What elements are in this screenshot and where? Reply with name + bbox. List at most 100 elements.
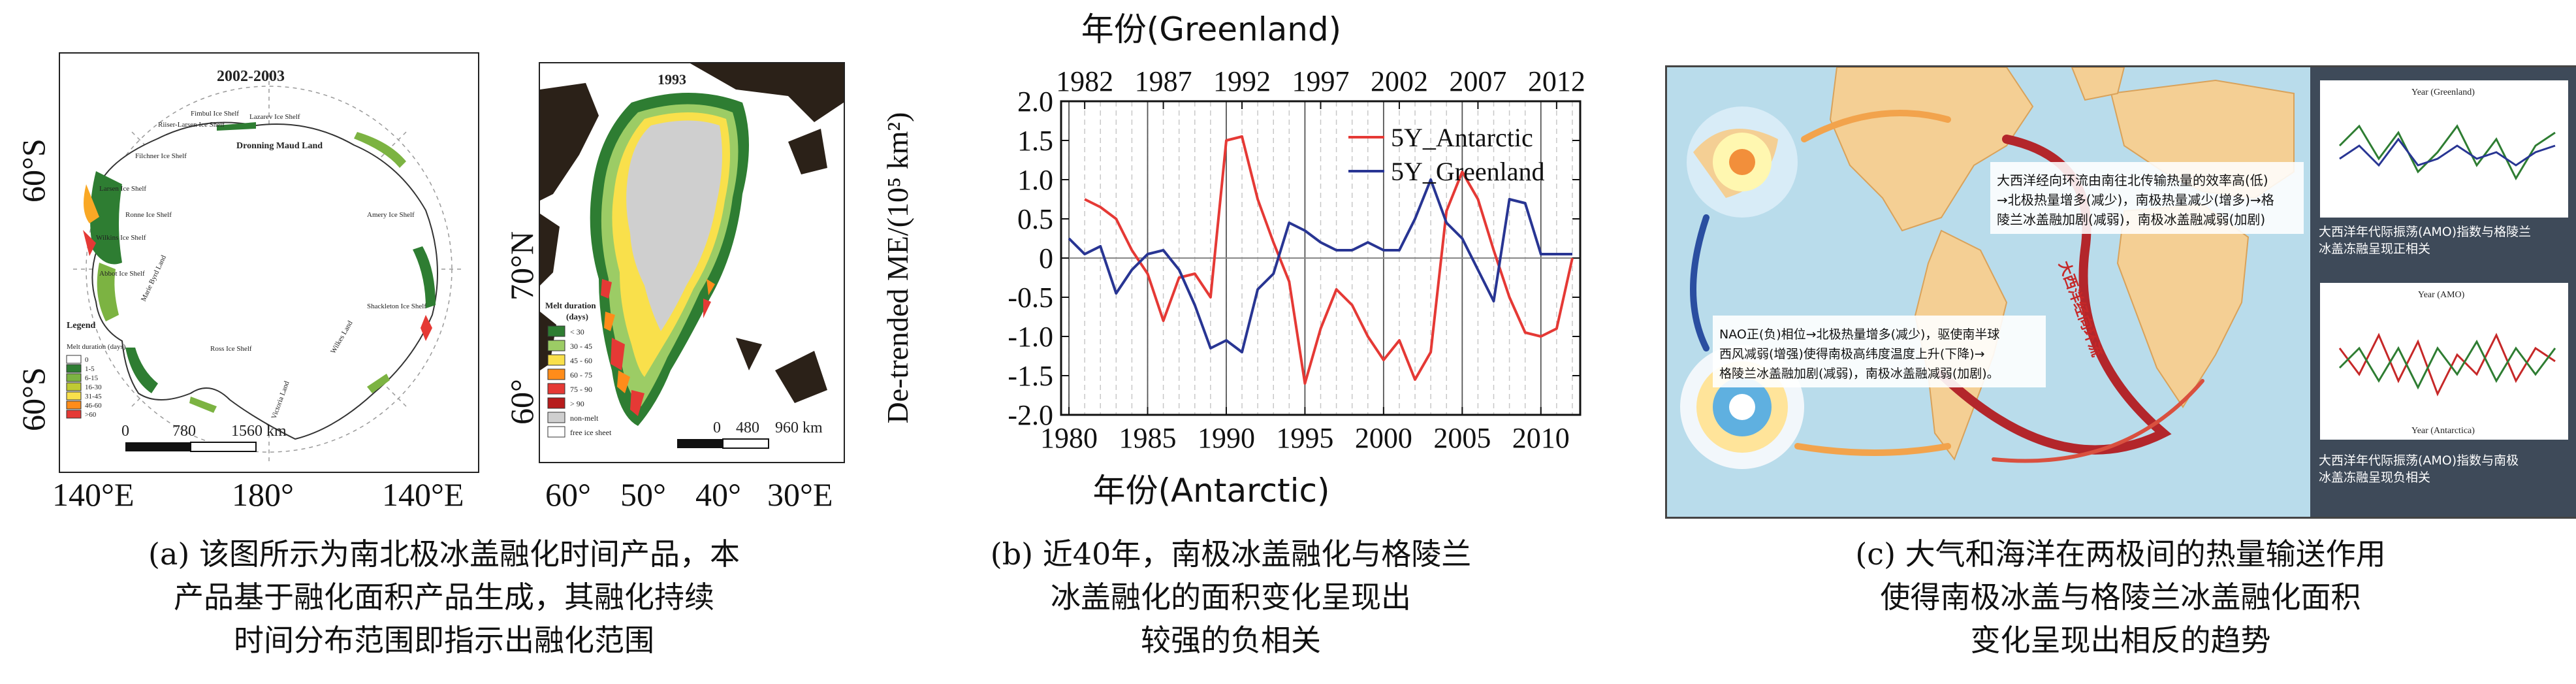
place-name: Fimbul Ice Shelf [191, 110, 239, 118]
mini-year-label: Year (Antarctica) [2411, 426, 2475, 436]
greenland-map-title: 1993 [658, 71, 686, 88]
legend-swatch [66, 355, 82, 364]
legend-swatch [547, 354, 565, 366]
series-line-1 [1068, 178, 1572, 353]
greenland-legend: Melt duration (days) < 30 30 - 45 45 - 60 6… [545, 301, 612, 438]
scale-label: 480 [736, 419, 759, 436]
lat-label-top: 60°S [15, 138, 52, 203]
antarctic-scale-bar: 0 780 1560 km [121, 423, 287, 452]
mini-caption: 冰盖冻融呈现负相关 [2319, 470, 2430, 485]
caption-line: (c) 大气和海洋在两极间的热量输送作用 [1855, 536, 2386, 572]
place-name: Larsen Ice Shelf [99, 185, 146, 193]
place-name: Abbot Ice Shelf [99, 270, 145, 278]
place-name: Shackleton Ice Shelf [367, 302, 426, 310]
legend-unit: (days) [566, 312, 588, 321]
series-line-0 [1084, 135, 1574, 385]
legend-swatch [547, 426, 565, 438]
box2-line: 格陵兰冰盖融加剧(减弱)，南极冰盖融减弱(加剧)。 [1719, 366, 1999, 381]
legend-label: 5Y_Greenland [1391, 157, 1544, 186]
mini-caption: 冰盖冻融呈现正相关 [2319, 242, 2430, 256]
scale-label: 1560 km [231, 423, 287, 440]
y-tick-label: -1.0 [1008, 321, 1053, 353]
place-name: Riiser-Larsen Ice Shelf [158, 121, 225, 129]
x-tick-label: 1985 [1119, 422, 1177, 454]
scale-label: 780 [172, 423, 196, 440]
top-tick-label: 1992 [1213, 65, 1271, 97]
panel-c-caption: (c) 大气和海洋在两极间的热量输送作用 使得南极冰盖与格陵兰冰盖融化面积 变化… [1665, 532, 2576, 662]
greenland-map: 1993 Melt duration (days) < 30 30 - 45 45 … [539, 62, 845, 463]
legend-label: 30 - 45 [570, 342, 592, 351]
place-name: Dronning Maud Land [236, 141, 323, 151]
caption-line: (b) 近40年，南极冰盖融化与格陵兰 [990, 536, 1472, 572]
place-name: Filchner Ice Shelf [135, 152, 187, 160]
place-name: Amery Ice Shelf [367, 211, 415, 219]
legend-swatch [547, 383, 565, 395]
box1-line: 大西洋经向环流由南往北传输热量的效率高(低) [1997, 172, 2268, 188]
x-tick-label: 2005 [1433, 422, 1491, 454]
legend-subtitle: Melt duration (days) [67, 343, 126, 351]
lat-label-bottom: 60° [503, 379, 540, 425]
y-tick-label: -0.5 [1008, 282, 1053, 314]
legend-label: 45 - 60 [570, 356, 592, 365]
top-tick-label: 2012 [1528, 65, 1585, 97]
legend-swatch [547, 325, 565, 337]
top-tick-label: 1987 [1135, 65, 1192, 97]
box2-line: 西风减弱(增强)使得南极高纬度温度上升(下降)→ [1719, 347, 1985, 361]
top-tick-label: 1982 [1056, 65, 1113, 97]
legend-label: 46-60 [85, 402, 102, 410]
legend-label: 0 [85, 356, 89, 364]
antarctic-map: 2002-2003 Riiser-Larsen Ice Shelf Fimbul… [59, 52, 479, 473]
mini-year-label: Year (Greenland) [2411, 88, 2475, 97]
y-tick-label: -1.5 [1008, 360, 1053, 392]
lon-label: 60° [545, 476, 591, 513]
y-axis-label: De-trended ME/(10⁵ km²) [881, 112, 914, 424]
caption-line: (a) 该图所示为南北极冰盖融化时间产品，本 [148, 536, 740, 572]
lon-label: 140°E [52, 476, 135, 513]
chart-legend: 5Y_Antarctic 5Y_Greenland [1348, 123, 1544, 186]
y-tick-label: 1.5 [1017, 125, 1053, 157]
caption-line: 产品基于融化面积产品生成，其融化持续 [174, 579, 714, 615]
lat-label-top: 70°N [503, 231, 540, 301]
legend-swatch [66, 391, 82, 400]
legend-swatch [547, 368, 565, 380]
lon-label: 50° [620, 476, 666, 513]
legend-title: Melt duration [545, 301, 596, 310]
greenland-scale-bar: 0 480 960 km [677, 419, 823, 449]
x-tick-label: 1995 [1276, 422, 1333, 454]
arctic-globe [1687, 106, 1798, 218]
panel-a: 2002-2003 Riiser-Larsen Ice Shelf Fimbul… [0, 0, 914, 684]
y-tick-label: 2.0 [1017, 86, 1053, 118]
top-tick-label: 1997 [1292, 65, 1350, 97]
antarctic-map-title: 2002-2003 [217, 68, 285, 85]
caption-line: 时间分布范围即指示出融化范围 [234, 623, 654, 658]
legend-label: free ice sheet [570, 428, 612, 437]
x-tick-label: 2000 [1355, 422, 1412, 454]
legend-swatch [66, 364, 82, 373]
top-tick-label: 2007 [1449, 65, 1506, 97]
caption-line: 较强的负相关 [1141, 623, 1321, 658]
legend-swatch [547, 412, 565, 423]
y-tick-label: 0.5 [1017, 203, 1053, 235]
lon-label: 30°E [767, 476, 833, 513]
place-name: Wilkins Ice Shelf [96, 234, 146, 242]
x-tick-label: 2010 [1512, 422, 1570, 454]
legend-label: 6-15 [85, 374, 99, 382]
y-tick-label: 1.0 [1017, 164, 1053, 196]
mini-chart-top: Year (Greenland) [2320, 80, 2568, 218]
scale-label: 960 km [775, 419, 823, 436]
legend-label: 60 - 75 [570, 370, 592, 380]
scale-label: 0 [121, 423, 129, 440]
place-name: Ross Ice Shelf [210, 345, 252, 353]
mini-year-label: Year (AMO) [2418, 290, 2465, 300]
legend-label: < 30 [570, 327, 584, 336]
mini-caption: 大西洋年代际振荡(AMO)指数与南极 [2319, 453, 2519, 468]
panel-a-caption: (a) 该图所示为南北极冰盖融化时间产品，本 产品基于融化面积产品生成，其融化持… [13, 532, 875, 662]
legend-swatch [66, 400, 82, 410]
legend-swatch [547, 340, 565, 351]
top-axis-label: 年份(Greenland) [1081, 10, 1341, 48]
legend-label: non-melt [570, 414, 599, 423]
line-chart: 年份(Greenland) 年份(Antarctic) De-trended M… [881, 10, 1585, 510]
mini-chart-bottom: Year (AMO) Year (Antarctica) [2320, 283, 2568, 440]
box1-line: →北极热量增多(减少)，南极热量减少(增多)→格 [1997, 192, 2274, 208]
legend-swatch [547, 397, 565, 409]
